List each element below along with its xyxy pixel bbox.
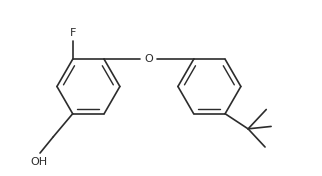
Text: OH: OH [30,157,47,167]
Text: F: F [70,28,76,38]
Text: O: O [145,54,153,64]
